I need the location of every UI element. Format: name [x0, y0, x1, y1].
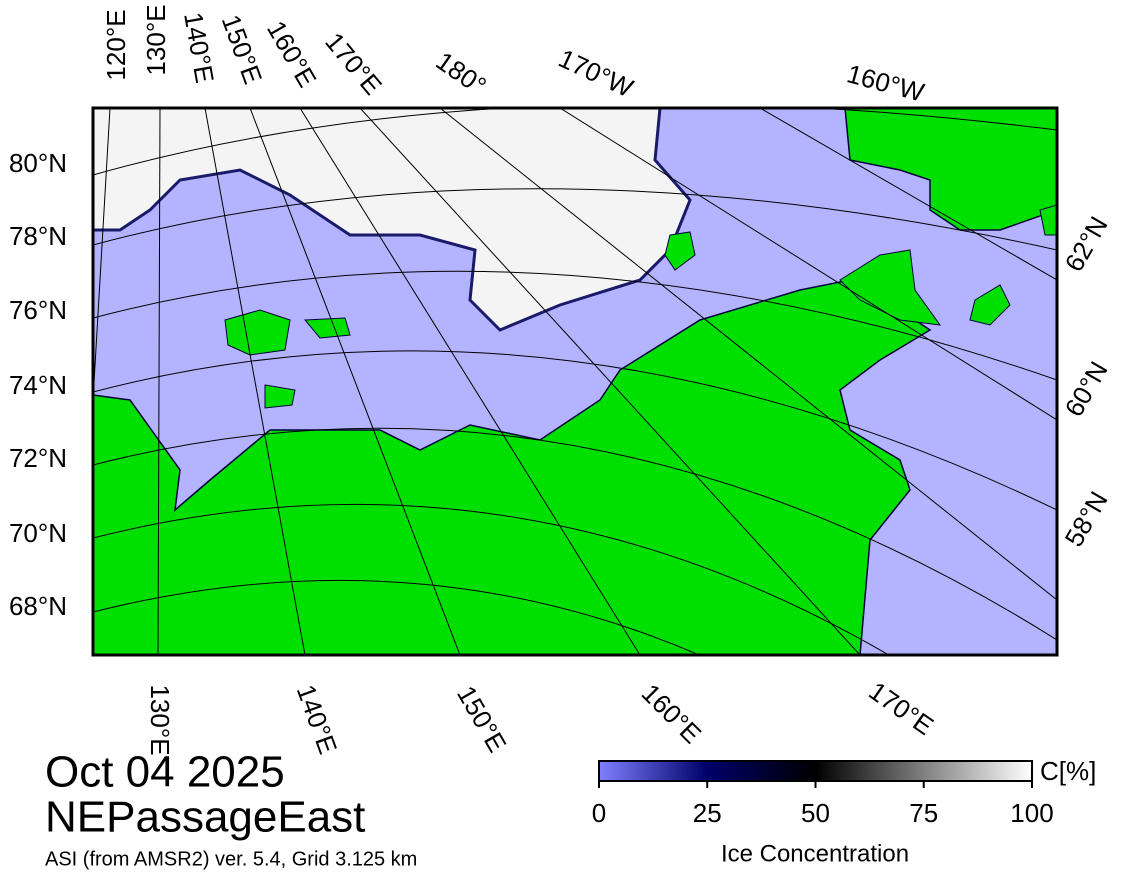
top-label: 120°E [101, 9, 131, 80]
left-label: 76°N [9, 295, 67, 325]
island [224, 231, 696, 409]
bottom-label: 170°E [863, 676, 938, 741]
sea-ice [93, 108, 692, 332]
right-label: 60°N [1059, 356, 1114, 421]
top-label: 160°W [844, 58, 928, 107]
colorbar-tick-label: 25 [693, 798, 722, 828]
bottom-label: 160°E [636, 678, 708, 750]
top-label: 170°W [554, 43, 638, 103]
left-label: 80°N [9, 148, 67, 178]
top-label: 130°E [141, 4, 171, 75]
land [839, 249, 942, 326]
colorbar-unit: C[%] [1040, 756, 1096, 786]
map-frame [91, 106, 1059, 657]
bottom-label: 140°E [291, 681, 344, 758]
top-label: 180° [431, 46, 492, 101]
left-label: 74°N [9, 370, 67, 400]
left-label: 72°N [9, 443, 67, 473]
map [93, 108, 1057, 655]
land [93, 279, 932, 655]
right-label: 62°N [1059, 211, 1114, 276]
land [969, 204, 1057, 326]
top-label: 140°E [178, 10, 220, 85]
colorbar-tick-label: 100 [1010, 798, 1053, 828]
right-label: 58°N [1059, 486, 1114, 551]
colorbar-label: Ice Concentration [721, 840, 909, 867]
left-label: 70°N [9, 518, 67, 548]
bottom-label: 150°E [451, 681, 513, 758]
colorbar [598, 760, 1033, 782]
bottom-label: 130°E [145, 684, 175, 755]
left-label: 78°N [9, 221, 67, 251]
region: NEPassageEast [45, 793, 365, 842]
colorbar-tick-label: 75 [909, 798, 938, 828]
top-label: 170°E [319, 27, 388, 101]
left-label: 68°N [9, 591, 67, 621]
top-label: 150°E [216, 11, 269, 88]
date: Oct 04 2025 [45, 748, 285, 797]
source: ASI (from AMSR2) ver. 5.4, Grid 3.125 km [45, 848, 417, 870]
graticule [93, 108, 1057, 655]
colorbar-tick-label: 0 [592, 798, 606, 828]
colorbar-tick-label: 50 [801, 798, 830, 828]
top-label: 160°E [261, 16, 323, 93]
land [844, 108, 1057, 231]
